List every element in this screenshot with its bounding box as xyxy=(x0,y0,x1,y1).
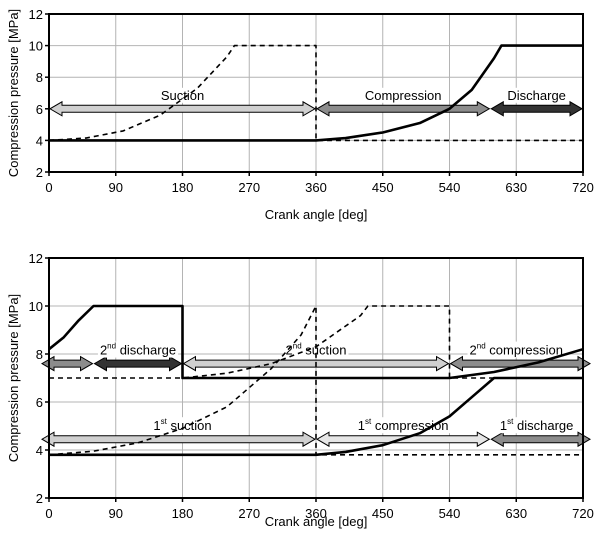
phase-arrow xyxy=(41,431,316,448)
x-tick-label: 180 xyxy=(172,506,194,521)
phase-label-bg xyxy=(362,87,444,103)
y-tick-label: 8 xyxy=(36,70,43,85)
phase-arrow xyxy=(93,355,183,372)
y-tick-label: 6 xyxy=(36,102,43,117)
xlabel-bottom: Crank angle [deg] xyxy=(265,514,368,529)
y-tick-label: 10 xyxy=(29,299,43,314)
y-tick-label: 10 xyxy=(29,39,43,54)
x-tick-label: 540 xyxy=(439,506,461,521)
phase-label-bg xyxy=(158,87,207,103)
x-tick-label: 630 xyxy=(505,180,527,195)
y-tick-label: 12 xyxy=(29,251,43,266)
phase-arrow xyxy=(49,100,316,117)
x-tick-label: 450 xyxy=(372,180,394,195)
phase-label: 2nd compression xyxy=(470,342,563,358)
y-tick-label: 6 xyxy=(36,395,43,410)
ticks-bottom: 0 90 180 270 360 450 540 630 720 2 4 6 8 10 12 xyxy=(29,251,594,521)
phase-label: 2nd suction xyxy=(286,342,347,358)
phase-label: 1st discharge xyxy=(500,417,573,433)
phase-label: 1st compression xyxy=(358,417,449,433)
phase-label: 2nd discharge xyxy=(100,342,176,358)
x-tick-label: 450 xyxy=(372,506,394,521)
chart-bottom: 2nd discharge 2nd suction 2nd compression 1… xyxy=(6,251,594,529)
series-line-dashed xyxy=(49,305,583,456)
x-tick-label: 270 xyxy=(238,506,260,521)
chart-top: Suction Compression Discharge 0 90 180 270 360… xyxy=(6,7,594,222)
phase-arrow xyxy=(490,100,583,117)
y-tick-label: 4 xyxy=(36,133,43,148)
phase-label: Discharge xyxy=(507,88,566,103)
phase-label-bg xyxy=(505,87,568,103)
x-tick-label: 630 xyxy=(505,506,527,521)
series-line-dashed xyxy=(49,305,583,379)
phase-arrow xyxy=(41,355,94,372)
x-tick-label: 360 xyxy=(305,506,327,521)
phase-label: 1st suction xyxy=(153,417,211,433)
series-bottom xyxy=(49,304,583,457)
x-tick-label: 360 xyxy=(305,180,327,195)
phase-arrow xyxy=(449,355,591,372)
x-tick-label: 90 xyxy=(109,180,123,195)
series-line-solid xyxy=(49,44,583,142)
ticks-top: 0 90 180 270 360 450 540 630 720 2 4 6 8 10 12 xyxy=(29,7,594,195)
phase-label-bg xyxy=(497,417,576,434)
x-tick-label: 180 xyxy=(172,180,194,195)
xlabel-top: Crank angle [deg] xyxy=(265,207,368,222)
y-tick-label: 4 xyxy=(36,443,43,458)
phase-arrow xyxy=(316,100,491,117)
y-tick-label: 2 xyxy=(36,491,43,506)
phase-arrow xyxy=(490,431,591,448)
series-top xyxy=(49,44,583,142)
phase-label: Suction xyxy=(161,88,204,103)
x-tick-label: 270 xyxy=(238,180,260,195)
y-tick-label: 8 xyxy=(36,347,43,362)
phase-label-bg xyxy=(97,341,179,358)
series-line-dashed xyxy=(49,44,583,142)
phase-arrows-top: Suction Compression Discharge xyxy=(49,87,583,117)
y-tick-label: 12 xyxy=(29,7,43,22)
ylabel-bottom: Compression pressure [MPa] xyxy=(6,294,21,462)
series-line-solid xyxy=(49,376,583,457)
x-tick-label: 720 xyxy=(572,180,594,195)
x-tick-label: 0 xyxy=(45,180,52,195)
x-tick-label: 0 xyxy=(45,506,52,521)
x-tick-label: 90 xyxy=(109,506,123,521)
phase-label-bg xyxy=(467,341,565,358)
ylabel-top: Compression pressure [MPa] xyxy=(6,9,21,177)
y-tick-label: 2 xyxy=(36,165,43,180)
x-tick-label: 720 xyxy=(572,506,594,521)
x-tick-label: 540 xyxy=(439,180,461,195)
phase-label: Compression xyxy=(365,88,442,103)
series-line-solid xyxy=(49,304,583,380)
